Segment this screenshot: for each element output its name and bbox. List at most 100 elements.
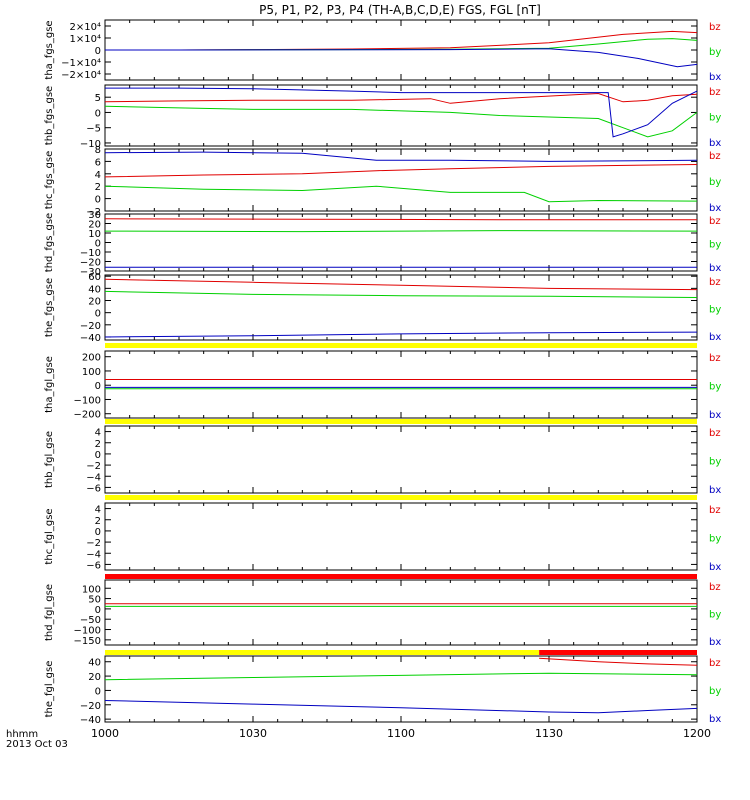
y-tick-label: 2 — [95, 182, 101, 193]
y-tick-label: −100 — [74, 395, 101, 406]
y-tick-label: 2×10⁴ — [70, 22, 101, 33]
series-by — [104, 290, 698, 298]
y-tick-label: 0 — [95, 46, 101, 57]
mode-bars — [105, 343, 697, 655]
y-tick-label: −20 — [80, 701, 101, 712]
time-tick-label: 1030 — [239, 727, 267, 740]
y-tick-label: −2 — [86, 207, 101, 218]
y-axis-label: thb_fgl_gse — [44, 431, 55, 488]
y-tick-label: −200 — [74, 410, 101, 421]
y-tick-label: 40 — [88, 658, 101, 669]
legend-bx: bx — [709, 485, 721, 496]
panel-frame — [104, 425, 698, 494]
y-tick-label: 0 — [95, 239, 101, 250]
panel-8: 420−2−4−6 thc_fgl_gse bz by bx — [44, 502, 721, 573]
legend-by: by — [709, 113, 721, 124]
y-tick-label: 10 — [88, 229, 101, 240]
y-tick-label: −40 — [80, 715, 101, 726]
panel-frame — [104, 350, 698, 419]
legend-bx: bx — [709, 637, 721, 648]
y-tick-label: 5 — [95, 93, 101, 104]
panel-3: 86 42 0−2 thc_fgs_gse bz by bx — [44, 145, 721, 218]
series-bx — [104, 331, 698, 338]
y-tick-label: −4 — [86, 549, 101, 560]
y-axis-label: the_fgl_gse — [44, 661, 55, 718]
panel-7: 420−2−4−6 thb_fgl_gse bz by bx — [44, 425, 721, 496]
y-tick-label: 1×10⁴ — [70, 34, 101, 45]
panel-10: 40 20 0 −20 −40 the_fgl_gse bz by bx — [44, 655, 721, 726]
y-axis-label: thc_fgl_gse — [44, 508, 55, 564]
legend-by: by — [709, 610, 721, 621]
y-tick-label: 30 — [88, 210, 101, 221]
series-by — [104, 185, 698, 203]
y-tick-label: −100 — [74, 626, 101, 637]
panel-frame — [104, 148, 698, 212]
series-by — [104, 105, 698, 138]
y-axis-label: tha_fgs_gse — [44, 20, 55, 79]
y-tick-label: −20 — [80, 258, 101, 269]
legend-bx: bx — [709, 203, 721, 214]
legend-by: by — [709, 382, 721, 393]
panel-frame — [104, 502, 698, 571]
chart-title: P5, P1, P2, P3, P4 (TH-A,B,C,D,E) FGS, F… — [259, 3, 541, 17]
legend-bz: bz — [709, 582, 721, 593]
mode-bar-segment — [105, 343, 697, 348]
mode-bar-segment — [105, 574, 697, 579]
panel-6: 200 100 0 −100 −200 tha_fgl_gse bz by bx — [44, 350, 721, 421]
series-by — [104, 672, 698, 681]
mode-bar-segment — [539, 650, 697, 655]
series-bz — [105, 30, 698, 51]
series-by — [104, 230, 698, 233]
y-tick-label: −6 — [86, 560, 101, 571]
panel-2: 5 0 −5 −10 thb_fgs_gse bz by bx — [44, 84, 721, 150]
mode-bar-segment — [105, 419, 697, 424]
y-tick-label: 50 — [88, 595, 101, 606]
panel-frame — [104, 579, 698, 646]
time-tick-label: 1200 — [683, 727, 711, 740]
legend-bx: bx — [709, 714, 721, 725]
y-axis-label: the_fgs_gse — [44, 278, 55, 337]
y-axis-label: thd_fgs_gse — [44, 213, 55, 272]
legend-bz: bz — [709, 428, 721, 439]
series-bz — [104, 218, 697, 221]
y-tick-label: −5 — [86, 124, 101, 135]
legend-by: by — [709, 177, 721, 188]
series-bx — [104, 151, 698, 162]
mode-bar-segment — [105, 495, 697, 500]
y-tick-label: −150 — [74, 636, 101, 647]
series-bz — [104, 278, 698, 291]
y-tick-label: 60 — [88, 272, 101, 283]
y-tick-label: 4 — [95, 428, 101, 439]
series-bx — [105, 87, 698, 138]
legend-bx: bx — [709, 410, 721, 421]
time-tick-label: 1000 — [91, 727, 119, 740]
y-tick-label: 0 — [95, 108, 101, 119]
time-tick-label: 1130 — [535, 727, 563, 740]
time-axis: 1000 1030 1100 1130 1200 — [91, 727, 711, 740]
y-tick-label: −20 — [80, 321, 101, 332]
mode-bar-segment — [105, 650, 540, 655]
y-tick-label: 4 — [95, 170, 101, 181]
y-tick-label: 0 — [95, 309, 101, 320]
y-axis-label: tha_fgl_gse — [44, 356, 55, 413]
legend-bx: bx — [709, 138, 721, 149]
legend-bz: bz — [709, 151, 721, 162]
time-tick-label: 1100 — [387, 727, 415, 740]
legend-by: by — [709, 240, 721, 251]
y-tick-label: 20 — [88, 672, 101, 683]
panel-frame — [104, 213, 698, 272]
y-tick-label: 20 — [88, 297, 101, 308]
y-tick-label: −6 — [86, 483, 101, 494]
legend-bz: bz — [709, 277, 721, 288]
legend-bx: bx — [709, 332, 721, 343]
time-units-label: hhmm — [6, 729, 38, 740]
y-tick-label: −2 — [86, 461, 101, 472]
y-axis-label: thc_fgs_gse — [44, 151, 55, 210]
y-tick-label: 200 — [82, 353, 101, 364]
